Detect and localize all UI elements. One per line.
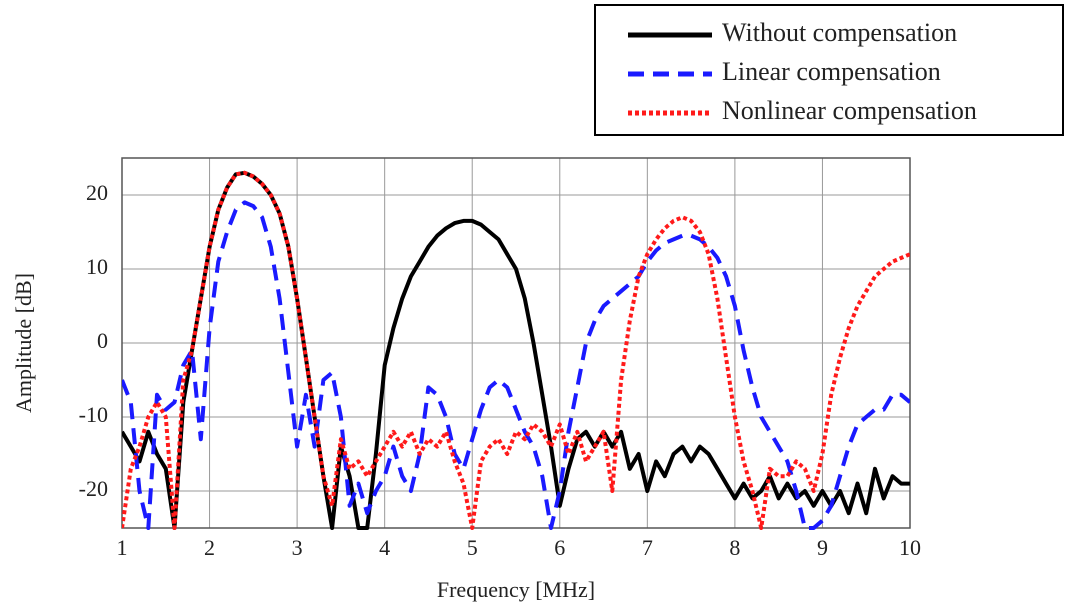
y-tick-label: 10: [86, 254, 108, 279]
legend-label: Without compensation: [722, 18, 957, 47]
x-tick-label: 9: [817, 535, 828, 560]
x-tick-label: 10: [899, 535, 921, 560]
series-line: [122, 170, 910, 530]
y-tick-label: 0: [97, 328, 108, 353]
legend-label: Nonlinear compensation: [722, 96, 977, 125]
x-tick-label: 2: [204, 535, 215, 560]
x-tick-label: 7: [642, 535, 653, 560]
x-tick-label: 8: [729, 535, 740, 560]
series-line: [122, 170, 910, 530]
x-tick-label: 1: [117, 535, 128, 560]
y-tick-label: -20: [79, 476, 108, 501]
y-tick-label: 20: [86, 180, 108, 205]
x-tick-label: 3: [292, 535, 303, 560]
y-tick-label: -10: [79, 402, 108, 427]
legend-label: Linear compensation: [722, 57, 941, 86]
x-tick-label: 4: [379, 535, 390, 560]
x-tick-label: 5: [467, 535, 478, 560]
y-axis-title: Amplitude [dB]: [11, 273, 36, 413]
plot-frame: [121, 157, 911, 529]
x-axis-title: Frequency [MHz]: [437, 577, 595, 602]
x-tick-label: 6: [554, 535, 565, 560]
series-line: [122, 200, 910, 530]
